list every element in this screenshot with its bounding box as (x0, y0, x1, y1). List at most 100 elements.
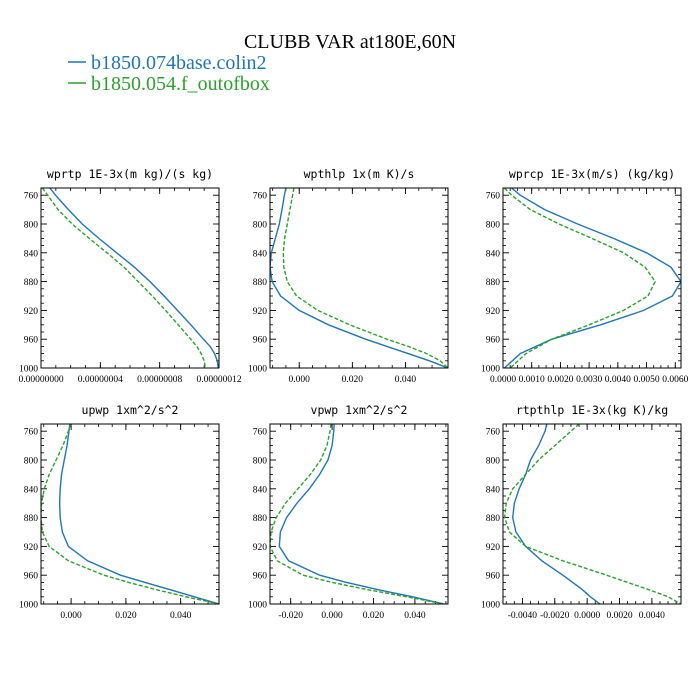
x-tick-label: 0.0010 (519, 375, 545, 385)
x-tick-label: 0.00000012 (196, 375, 241, 385)
y-tick-label: 840 (24, 249, 39, 259)
y-tick-label: 1000 (19, 601, 38, 611)
x-tick-label: 0.000 (289, 375, 311, 385)
y-tick-label: 960 (253, 336, 268, 346)
plot-frame (40, 187, 220, 369)
x-tick-label: 0.0030 (576, 375, 602, 385)
series-line-1 (512, 424, 601, 604)
series-line-2 (282, 188, 448, 368)
x-tick-label: 0.020 (363, 611, 385, 621)
y-tick-label: 920 (486, 307, 501, 317)
y-tick-label: 960 (253, 572, 268, 582)
x-tick-label: 0.0000 (490, 375, 516, 385)
panel-title: wprtp 1E-3x(m kg)/(s kg) (47, 167, 213, 181)
y-tick-label: 760 (486, 192, 501, 202)
plot-frame (269, 423, 449, 605)
y-tick-label: 840 (253, 249, 268, 259)
y-tick-label: 840 (24, 485, 39, 495)
y-tick-label: 800 (253, 221, 268, 231)
x-tick-label: 0.00000008 (137, 375, 182, 385)
y-tick-label: 1000 (481, 365, 500, 375)
panel-5: vpwp 1xm^2/s^2 760 800 840 880 920 960 1000 -0.0… (248, 403, 449, 621)
x-tick-label: 0.0020 (547, 375, 573, 385)
series-line-1 (503, 188, 681, 368)
x-tick-label: 0.020 (115, 611, 137, 621)
y-tick-label: 840 (486, 249, 501, 259)
y-tick-label: 880 (24, 278, 39, 288)
panel-6: rtpthlp 1E-3x(kg K)/kg 760 800 840 880 920 960… (481, 403, 682, 621)
figure-title: CLUBB VAR at180E,60N (244, 31, 456, 53)
y-tick-label: 840 (253, 485, 268, 495)
series-line-1 (278, 424, 445, 604)
panel-1: wprtp 1E-3x(m kg)/(s kg) 760 800 840 880 920 9… (18, 167, 241, 385)
panel-title: wpthlp 1x(m K)/s (304, 167, 415, 181)
y-tick-label: 760 (24, 192, 39, 202)
y-tick-label: 760 (486, 428, 501, 438)
y-tick-label: 920 (24, 307, 39, 317)
y-tick-label: 760 (253, 192, 268, 202)
plot-frame (502, 187, 682, 369)
x-tick-label: 0.040 (404, 611, 426, 621)
x-tick-label: 0.00000004 (78, 375, 123, 385)
y-tick-label: 1000 (248, 365, 267, 375)
y-tick-label: 880 (486, 514, 501, 524)
x-tick-label: 0.0000 (574, 611, 600, 621)
plot-frame (502, 423, 682, 605)
x-tick-label: 0.040 (395, 375, 417, 385)
y-tick-label: 840 (486, 485, 501, 495)
series-line-2 (41, 424, 219, 604)
panel-title: rtpthlp 1E-3x(kg K)/kg (516, 403, 668, 417)
x-tick-label: 0.0040 (639, 611, 665, 621)
panel-4: upwp 1xm^2/s^2 760 800 840 880 920 960 1000 0.00… (19, 403, 220, 621)
y-tick-label: 800 (486, 457, 501, 467)
y-tick-label: 800 (486, 221, 501, 231)
x-tick-label: -0.0020 (540, 611, 570, 621)
x-tick-label: 0.0060 (662, 375, 688, 385)
y-tick-label: 1000 (19, 365, 38, 375)
panel-title: vpwp 1xm^2/s^2 (311, 403, 408, 417)
plot-frame (269, 187, 449, 369)
y-tick-label: 920 (253, 307, 268, 317)
x-tick-label: 0.0050 (633, 375, 659, 385)
y-tick-label: 880 (24, 514, 39, 524)
legend-label-1: b1850.074base.colin2 (91, 52, 267, 74)
panel-3: wprcp 1E-3x(m/s) (kg/kg) 760 800 840 880 920 9… (481, 167, 689, 385)
y-tick-label: 960 (486, 336, 501, 346)
x-tick-label: 0.020 (342, 375, 364, 385)
y-tick-label: 920 (24, 543, 39, 553)
y-tick-label: 800 (253, 457, 268, 467)
panel-title: upwp 1xm^2/s^2 (82, 403, 179, 417)
y-tick-label: 920 (253, 543, 268, 553)
panel-title: wprcp 1E-3x(m/s) (kg/kg) (509, 167, 675, 181)
x-tick-label: 0.00000000 (18, 375, 63, 385)
x-tick-label: -0.0040 (508, 611, 538, 621)
series-line-1 (49, 188, 219, 368)
y-tick-label: 1000 (481, 601, 500, 611)
series-line-2 (41, 188, 207, 368)
series-line-2 (270, 424, 444, 604)
series-line-1 (58, 424, 219, 604)
y-tick-label: 960 (486, 572, 501, 582)
x-tick-label: 0.040 (170, 611, 192, 621)
y-tick-label: 800 (24, 457, 39, 467)
y-tick-label: 760 (24, 428, 39, 438)
x-tick-label: 0.000 (60, 611, 82, 621)
x-tick-label: 0.000 (321, 611, 343, 621)
y-tick-label: 760 (253, 428, 268, 438)
x-tick-label: 0.0040 (605, 375, 631, 385)
legend-label-2: b1850.054.f_outofbox (91, 73, 270, 95)
x-tick-label: 0.0020 (606, 611, 632, 621)
panel-2: wpthlp 1x(m K)/s 760 800 840 880 920 960 1000 0.… (248, 167, 449, 385)
plot-frame (40, 423, 220, 605)
series-line-2 (503, 188, 656, 368)
y-tick-label: 960 (24, 336, 39, 346)
y-tick-label: 960 (24, 572, 39, 582)
series-line-2 (503, 424, 681, 604)
y-tick-label: 1000 (248, 601, 267, 611)
y-tick-label: 880 (253, 278, 268, 288)
y-tick-label: 880 (486, 278, 501, 288)
legend: b1850.074base.colin2 b1850.054.f_outofbo… (68, 52, 270, 95)
y-tick-label: 800 (24, 221, 39, 231)
x-tick-label: -0.020 (278, 611, 303, 621)
